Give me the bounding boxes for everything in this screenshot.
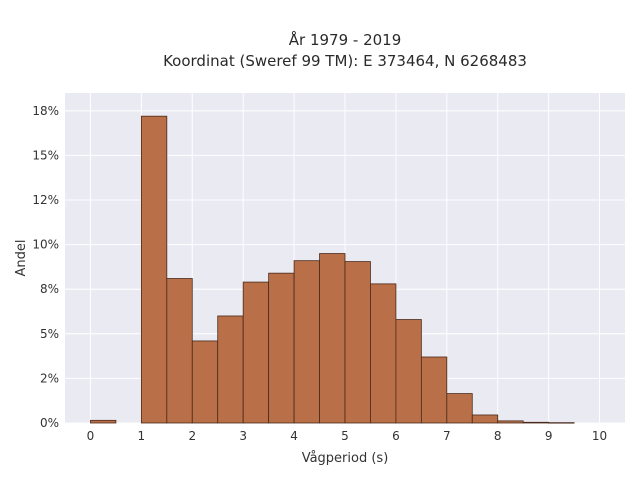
y-tick-label: 0%: [40, 416, 59, 430]
histogram-bar: [395, 319, 422, 424]
chart-title-line-1: År 1979 - 2019: [289, 30, 402, 49]
histogram-bar: [242, 281, 270, 424]
histogram-bar: [370, 283, 397, 424]
x-tick-label: 10: [592, 429, 607, 443]
bars: [90, 115, 575, 424]
histogram-bar: [420, 356, 448, 424]
y-tick-label: 15%: [32, 148, 59, 162]
histogram-bar: [140, 115, 168, 424]
histogram-bar: [548, 422, 575, 424]
y-axis-ticks: 0% 2% 5% 8% 10% 12% 15% 18%: [32, 104, 59, 430]
x-tick-label: 4: [290, 429, 298, 443]
y-tick-label: 18%: [32, 104, 59, 118]
y-axis-label: Andel: [14, 240, 29, 277]
histogram-bar: [319, 253, 346, 424]
x-tick-label: 8: [494, 429, 502, 443]
x-tick-label: 6: [392, 429, 400, 443]
histogram-bar: [497, 420, 524, 424]
histogram-bar: [166, 278, 193, 424]
y-tick-label: 12%: [32, 193, 59, 207]
x-tick-label: 2: [188, 429, 196, 443]
y-tick-label: 5%: [40, 327, 59, 341]
x-tick-label: 7: [443, 429, 451, 443]
histogram-bar: [446, 393, 473, 424]
y-tick-label: 2%: [40, 371, 59, 385]
histogram-bar: [522, 421, 550, 424]
x-tick-label: 9: [545, 429, 553, 443]
histogram-bar: [344, 261, 371, 424]
x-tick-label: 1: [138, 429, 146, 443]
y-tick-label: 8%: [40, 282, 59, 296]
x-tick-label: 3: [239, 429, 247, 443]
histogram-bar: [268, 272, 295, 424]
histogram-bar: [471, 414, 499, 424]
histogram-bar: [293, 260, 320, 424]
x-axis-ticks: 0 1 2 3 4 5 6 7 8 9 10: [87, 429, 608, 443]
x-axis-label: Vågperiod (s): [302, 451, 389, 466]
x-tick-label: 0: [87, 429, 95, 443]
x-tick-label: 5: [341, 429, 349, 443]
histogram-bar: [90, 419, 117, 424]
histogram-bar: [217, 315, 244, 424]
y-tick-label: 10%: [32, 238, 59, 252]
chart-title-line-2: Koordinat (Sweref 99 TM): E 373464, N 62…: [163, 52, 527, 70]
histogram-bar: [191, 340, 219, 424]
